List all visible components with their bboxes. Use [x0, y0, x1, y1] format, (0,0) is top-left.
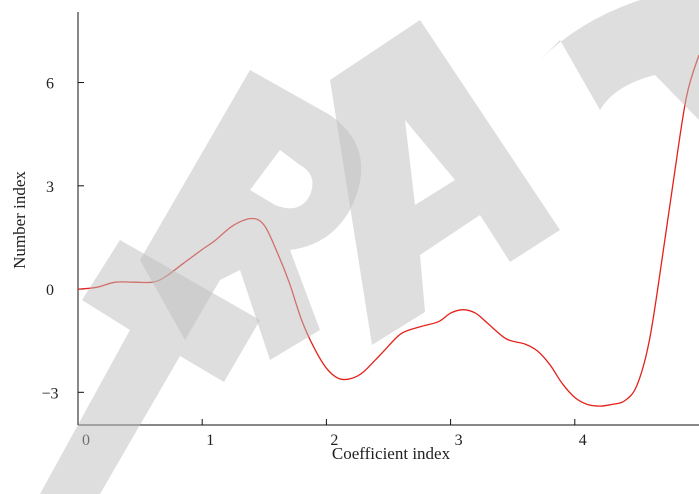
x-tick-label-3: 3: [455, 432, 463, 449]
y-tick-label-3: 6: [46, 76, 54, 93]
plot-axes: [77, 12, 699, 426]
x-tick-label-4: 4: [579, 432, 587, 449]
y-axis-title: Number index: [10, 171, 29, 269]
x-axis-title: Coefficient index: [332, 444, 451, 463]
y-tick-label-0: −3: [41, 385, 58, 402]
y-tick-label-2: 3: [46, 179, 54, 196]
watermark-logo: [40, 0, 699, 494]
x-tick-label-1: 1: [206, 432, 214, 449]
y-tick-label-1: 0: [46, 282, 54, 299]
x-tick-label-2: 2: [330, 432, 338, 449]
